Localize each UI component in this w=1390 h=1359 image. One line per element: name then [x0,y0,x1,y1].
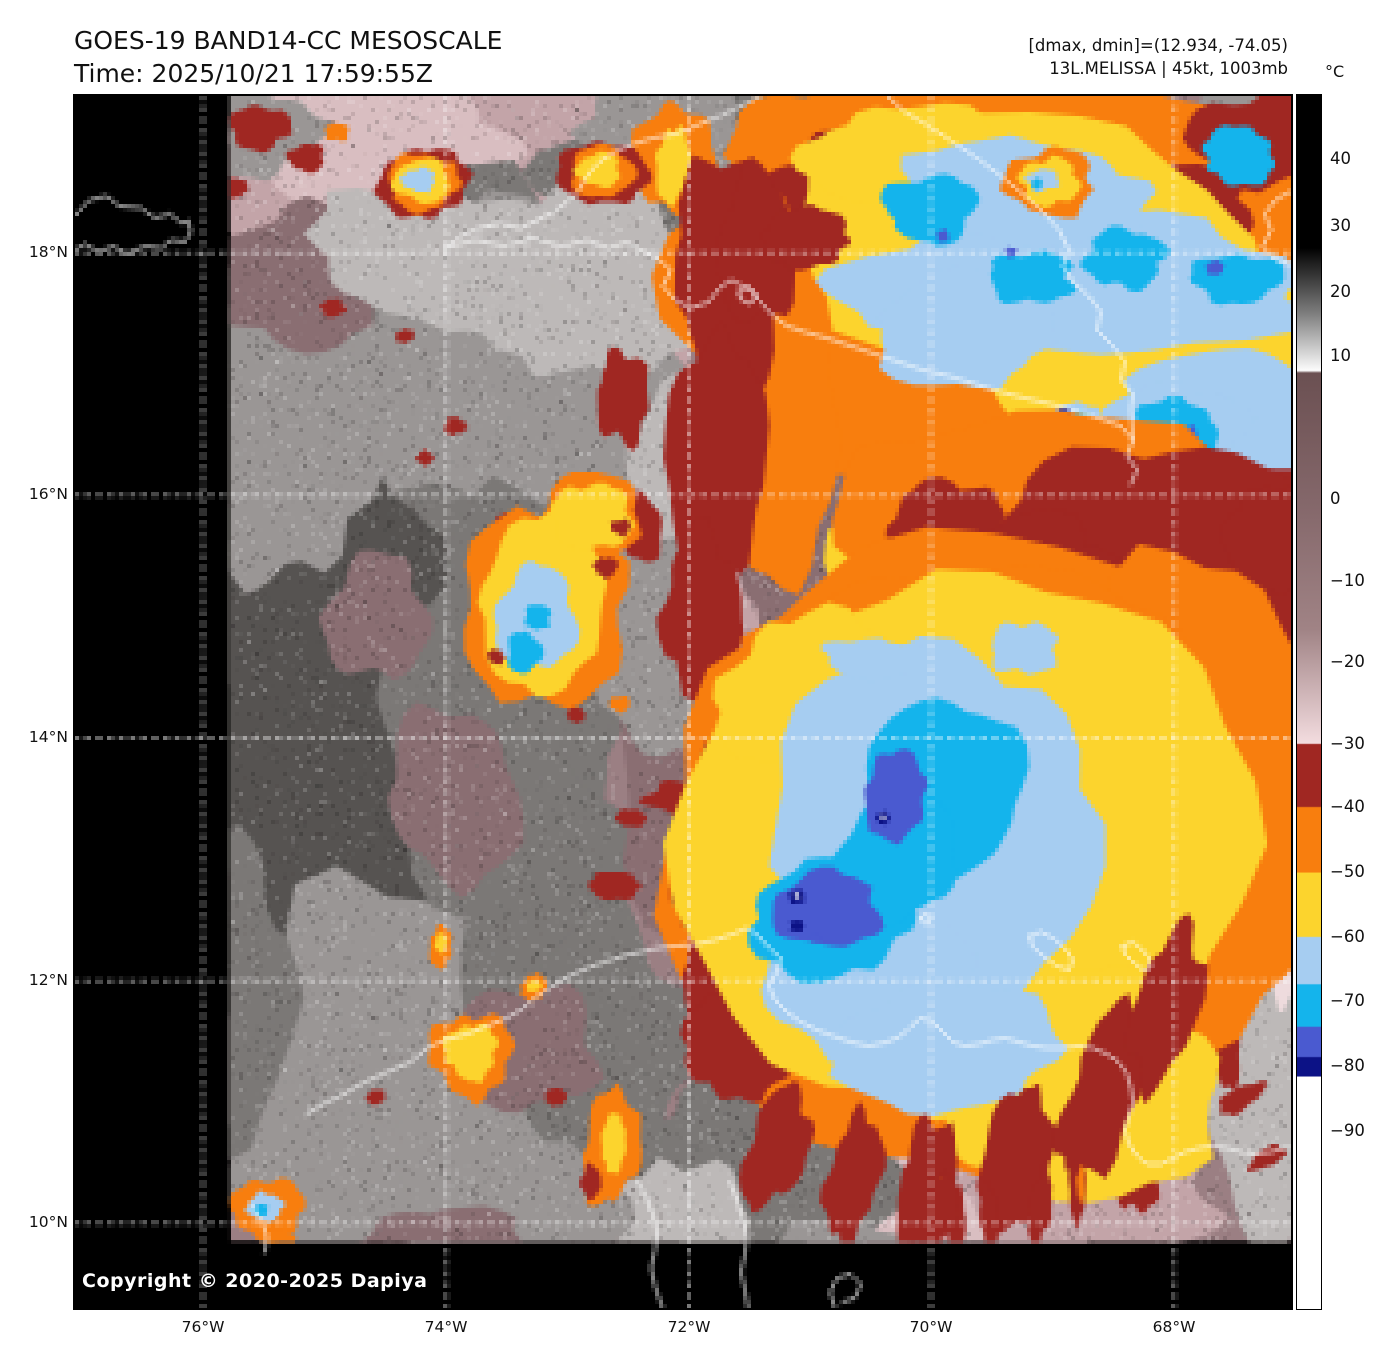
colorbar-tick-label: 40 [1330,149,1351,168]
colorbar-tick-label: −20 [1330,652,1365,671]
colorbar-tick-label: −50 [1330,862,1365,881]
storm-annotation: [dmax, dmin]=(12.934, -74.05) 13L.MELISS… [1029,34,1289,80]
dmax-dmin-annotation: [dmax, dmin]=(12.934, -74.05) [1028,36,1289,55]
lat-tick-label: 10°N [28,1213,68,1231]
colorbar-tick-label: −30 [1330,734,1365,753]
lat-tick-label: 16°N [28,485,68,503]
lon-tick-label: 70°W [909,1318,953,1336]
colorbar [1296,94,1322,1310]
lat-tick-label: 18°N [28,243,68,261]
page-title: GOES-19 BAND14-CC MESOSCALE Time: 2025/1… [74,24,502,90]
lon-tick-label: 74°W [424,1318,468,1336]
lon-tick-label: 72°W [667,1318,711,1336]
lat-tick-label: 14°N [28,728,68,746]
colorbar-gradient [1297,95,1321,1309]
colorbar-tick-label: 0 [1330,489,1341,508]
colorbar-tick-label: −40 [1330,797,1365,816]
lon-tick-label: 68°W [1152,1318,1196,1336]
colorbar-tick-label: 20 [1330,282,1351,301]
satellite-map: Copyright © 2020-2025 Dapiya [73,94,1293,1310]
timestamp-label: Time: 2025/10/21 17:59:55Z [74,59,433,88]
storm-info-annotation: 13L.MELISSA | 45kt, 1003mb [1049,59,1288,78]
colorbar-tick-label: 30 [1330,216,1351,235]
colorbar-tick-label: −60 [1330,927,1365,946]
colorbar-tick-label: −90 [1330,1121,1365,1140]
product-title: GOES-19 BAND14-CC MESOSCALE [74,26,503,55]
satellite-imagery-canvas [75,96,1291,1308]
colorbar-tick-label: −80 [1330,1056,1365,1075]
colorbar-tick-label: −70 [1330,991,1365,1010]
copyright-label: Copyright © 2020-2025 Dapiya [82,1270,428,1292]
colorbar-unit-label: °C [1325,62,1345,81]
colorbar-tick-label: 10 [1330,346,1351,365]
lat-tick-label: 12°N [28,971,68,989]
colorbar-tick-label: −10 [1330,571,1365,590]
lon-tick-label: 76°W [181,1318,225,1336]
